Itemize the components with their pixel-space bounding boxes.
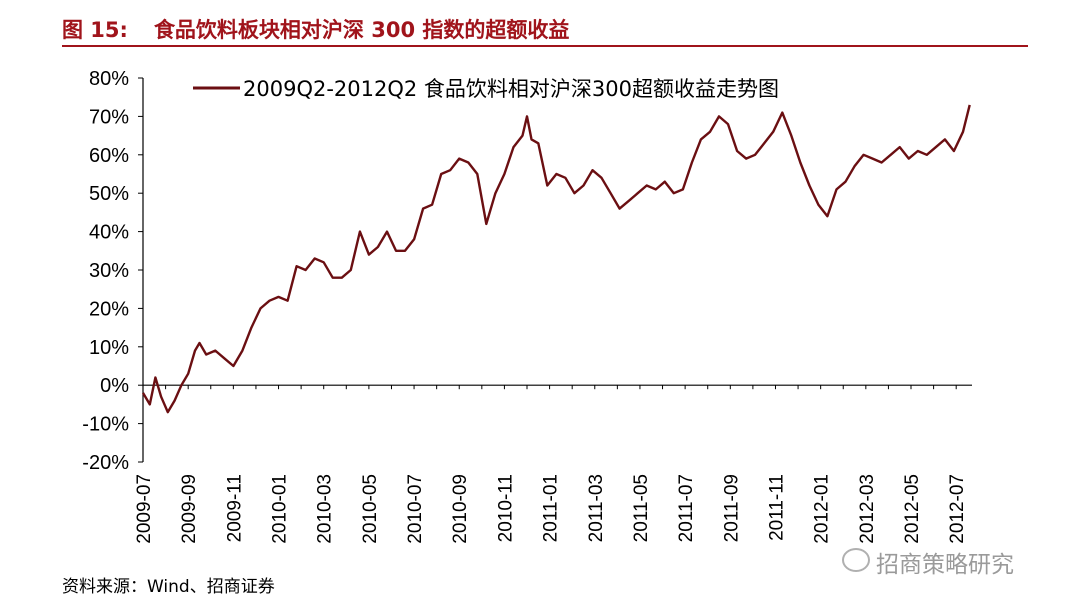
x-tick-label: 2010-09 [450, 474, 471, 544]
x-tick-label: 2011-01 [541, 474, 562, 542]
x-tick-label: 2010-11 [495, 474, 516, 542]
x-tick-label: 2009-07 [134, 474, 155, 544]
source-note: 资料来源：Wind、招商证券 [62, 577, 275, 597]
title-rule [62, 45, 1028, 47]
y-tick-label: 60% [89, 145, 129, 167]
x-tick-label: 2009-11 [224, 474, 245, 542]
y-tick-label: 70% [89, 106, 129, 128]
y-tick-label: -10% [82, 414, 129, 436]
y-tick-label: 40% [89, 222, 129, 244]
figure-title-text: 食品饮料板块相对沪深 300 指数的超额收益 [153, 18, 570, 42]
x-tick-label: 2011-07 [676, 474, 697, 542]
x-tick-label: 2009-09 [179, 474, 200, 544]
x-tick-label: 2012-07 [947, 474, 968, 544]
y-tick-label: 0% [100, 375, 129, 397]
x-tick-label: 2011-09 [721, 474, 742, 542]
x-tick-label: 2010-03 [315, 474, 336, 544]
y-tick-label: 80% [89, 68, 129, 90]
y-tick-label: 10% [89, 337, 129, 359]
figure-number: 图 15: [62, 18, 128, 42]
y-tick-label: 20% [89, 298, 129, 320]
wechat-icon [842, 548, 870, 572]
x-tick-label: 2012-05 [902, 474, 923, 544]
y-tick-label: 50% [89, 183, 129, 205]
y-tick-label: -20% [82, 452, 129, 474]
x-tick-label: 2011-11 [766, 474, 787, 541]
y-tick-label: 30% [89, 260, 129, 282]
x-tick-label: 2010-01 [270, 474, 291, 544]
x-tick-label: 2011-03 [586, 474, 607, 542]
x-tick-label: 2011-05 [631, 474, 652, 542]
x-tick-label: 2010-05 [360, 474, 381, 544]
series-line [141, 104, 971, 414]
watermark: 招商策略研究 [842, 545, 1014, 579]
watermark-text: 招商策略研究 [876, 552, 1014, 578]
x-tick-label: 2012-03 [857, 474, 878, 544]
x-tick-label: 2012-01 [812, 474, 833, 544]
figure-title: 图 15: 食品饮料板块相对沪深 300 指数的超额收益 [62, 14, 569, 44]
legend-label: 2009Q2-2012Q2 食品饮料相对沪深300超额收益走势图 [243, 77, 779, 101]
x-tick-label: 2010-07 [405, 474, 426, 544]
